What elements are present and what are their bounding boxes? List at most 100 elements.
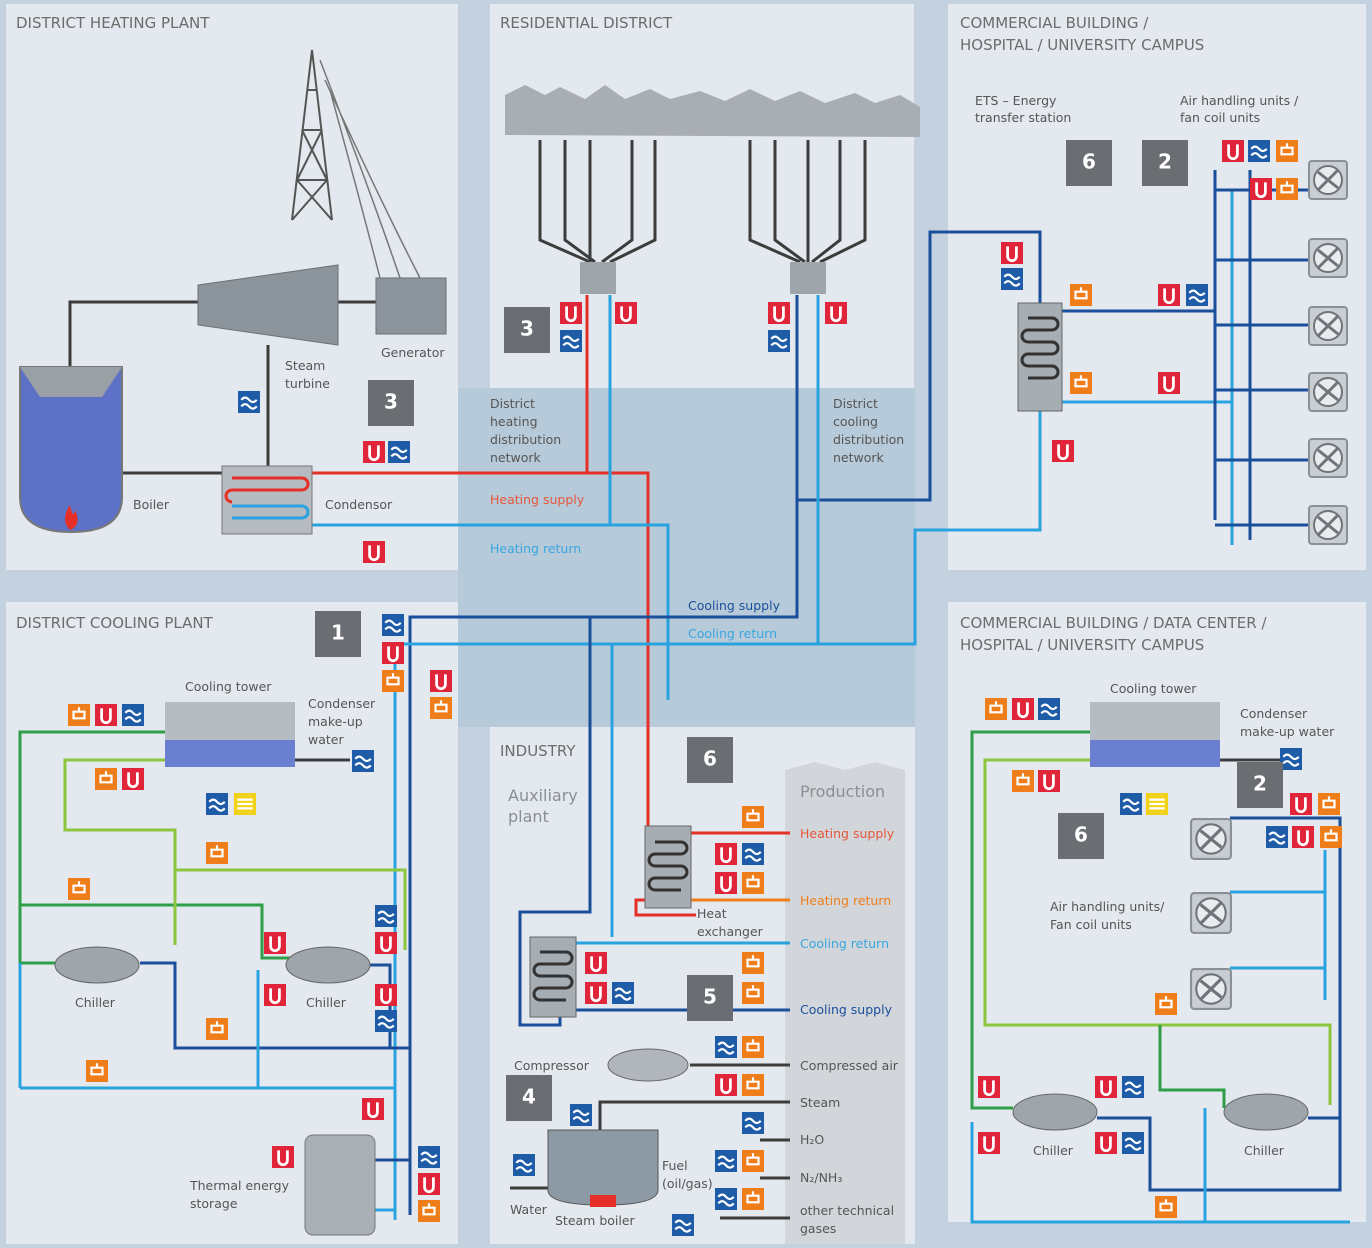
icon [1038,698,1060,720]
icon [363,441,385,463]
label: Cooling supply [688,598,781,613]
icon [1222,140,1244,162]
steam-boiler [548,1130,658,1205]
label: Chiller [1033,1143,1074,1158]
label: Air handling units/ [1050,899,1165,914]
panel-title: COMMERCIAL BUILDING / DATA CENTER / [960,614,1267,632]
label: Thermal energy [189,1178,290,1193]
icon [1292,826,1314,848]
label: Condenser [1240,706,1308,721]
fan [1309,506,1347,544]
icon [1095,1132,1117,1154]
icon [388,441,410,463]
icon [418,1146,440,1168]
icon [264,984,286,1006]
chiller [286,947,370,983]
label: network [833,450,885,465]
icon [672,1214,694,1236]
icon [825,302,847,324]
icon [86,1060,108,1082]
fan [1309,307,1347,345]
icon [1095,1076,1117,1098]
icon [570,1104,592,1126]
icon [430,697,452,719]
label: Cooling supply [800,1002,893,1017]
label: Fan coil units [1050,917,1132,932]
panel-title: HOSPITAL / UNIVERSITY CAMPUS [960,636,1204,654]
label: Steam [285,358,325,373]
icon [1280,748,1302,770]
icon [612,982,634,1004]
label: Heating supply [800,826,895,841]
panel-title: HOSPITAL / UNIVERSITY CAMPUS [960,36,1204,54]
icon [1155,1196,1177,1218]
panel-title: RESIDENTIAL DISTRICT [500,14,673,32]
icon [1290,793,1312,815]
icon [1248,140,1270,162]
label: fan coil units [1180,110,1260,125]
icon [585,982,607,1004]
icon [560,302,582,324]
label: Heating return [490,541,581,556]
label: District [833,396,878,411]
panel-title: DISTRICT COOLING PLANT [16,614,214,632]
icon [122,704,144,726]
hub [580,262,616,294]
icon [234,793,256,815]
icon [95,704,117,726]
chiller [1224,1094,1308,1130]
panel-title: DISTRICT HEATING PLANT [16,14,210,32]
icon [122,768,144,790]
icon [742,982,764,1004]
chiller [55,947,139,983]
label: Steam [800,1095,840,1110]
icon [1155,993,1177,1015]
icon [978,1076,1000,1098]
icon [68,704,90,726]
icon [1052,440,1074,462]
icon [375,932,397,954]
label: Compressed air [800,1058,899,1073]
fan [1191,819,1231,859]
label: heating [490,414,538,429]
icon [272,1146,294,1168]
icon [238,391,260,413]
icon [1158,372,1180,394]
icon [1318,793,1340,815]
icon [382,670,404,692]
icon [1070,372,1092,394]
icon [1122,1132,1144,1154]
icon [742,952,764,974]
label: Cooling tower [1110,681,1197,696]
icon [1122,1076,1144,1098]
label: Condenser [308,696,376,711]
icon [1012,770,1034,792]
label: distribution [833,432,904,447]
badge-number: 2 [1253,772,1267,796]
icon [715,872,737,894]
label: distribution [490,432,561,447]
icon [715,1036,737,1058]
panel-title: INDUSTRY [500,742,576,760]
icon [742,872,764,894]
label: cooling [833,414,878,429]
label: Chiller [306,995,347,1010]
icon [1320,826,1342,848]
badge-number: 4 [522,1085,536,1109]
icon [768,302,790,324]
icon [742,806,764,828]
label: Heating return [800,893,891,908]
icon [615,302,637,324]
icon [375,905,397,927]
label: plant [508,807,549,826]
icon [206,793,228,815]
icon [742,1074,764,1096]
badge-number: 1 [331,621,345,645]
condensor [222,466,312,534]
label: other technical [800,1203,894,1218]
generator [376,278,446,334]
label: transfer station [975,110,1071,125]
icon [1276,178,1298,200]
icon [1070,284,1092,306]
label: Chiller [75,995,116,1010]
